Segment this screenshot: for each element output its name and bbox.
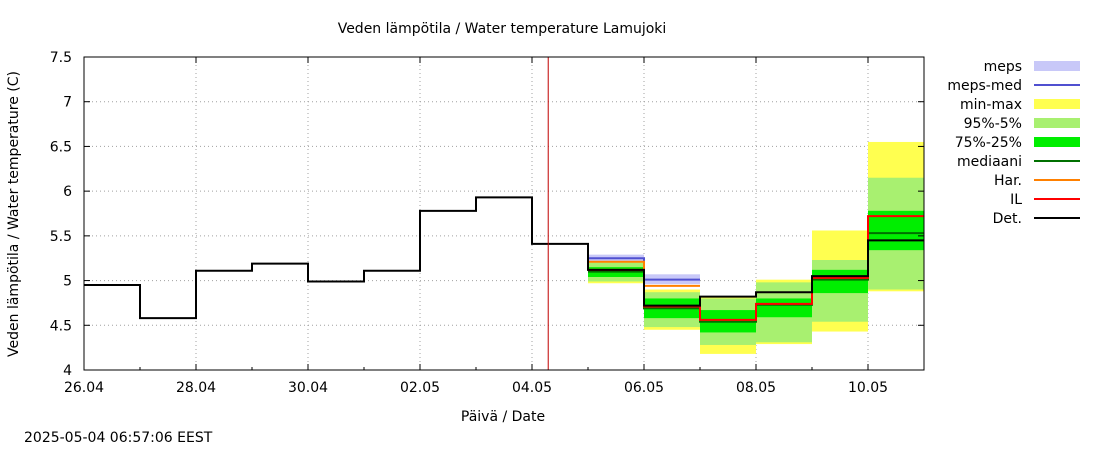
line-det: [84, 196, 924, 320]
x-tick-label: 10.05: [848, 380, 888, 396]
y-tick-label: 4: [63, 363, 72, 379]
x-tick-label: 04.05: [512, 380, 552, 396]
legend-label: Det.: [993, 211, 1022, 227]
legend-label: min-max: [960, 97, 1022, 113]
legend-label: meps: [984, 59, 1022, 75]
x-tick-label: 06.05: [624, 380, 664, 396]
legend-label: mediaani: [957, 154, 1022, 170]
y-axis-label: Veden lämpötila / Water temperature (C): [6, 71, 22, 357]
legend-label: 95%-5%: [964, 116, 1022, 132]
forecast-bands: [588, 141, 924, 354]
x-tick-label: 26.04: [64, 380, 104, 396]
legend: meps meps-med min-max 95%-5% 75%-25% mediaani…: [947, 59, 1080, 227]
plot-border: [83, 56, 925, 371]
band-75-25-: [812, 269, 868, 294]
series-lines: [84, 196, 924, 323]
x-tick-label: 30.04: [288, 380, 328, 396]
y-axis-ticks: 4 4.5 5 5.5 6 6.5 7 7.5: [50, 50, 924, 379]
x-tick-label: 28.04: [176, 380, 216, 396]
band-75-25-: [868, 210, 924, 251]
legend-label: IL: [1010, 192, 1022, 208]
legend-swatch: [1034, 118, 1080, 128]
x-tick-label: 08.05: [736, 380, 776, 396]
y-tick-label: 7.5: [50, 50, 72, 66]
x-tick-label: 02.05: [400, 380, 440, 396]
legend-label: 75%-25%: [955, 135, 1022, 151]
x-axis-ticks: 26.04 28.04 30.04 02.05 04.05 06.05 08.05 10.05: [64, 57, 888, 396]
y-tick-label: 7: [63, 95, 72, 111]
legend-swatch: [1034, 99, 1080, 109]
plot-frame: [83, 56, 925, 371]
y-tick-label: 4.5: [50, 318, 72, 334]
y-tick-label: 6.5: [50, 139, 72, 155]
legend-label: Har.: [994, 173, 1022, 189]
band-75-25-: [756, 298, 812, 318]
legend-swatch: [1034, 137, 1080, 147]
legend-label: meps-med: [947, 78, 1022, 94]
y-tick-label: 5.5: [50, 229, 72, 245]
x-axis-label: Päivä / Date: [461, 409, 545, 425]
chart-title: Veden lämpötila / Water temperature Lamu…: [338, 21, 667, 37]
y-tick-label: 5: [63, 274, 72, 290]
y-tick-label: 6: [63, 184, 72, 200]
timestamp: 2025-05-04 06:57:06 EEST: [24, 430, 213, 446]
legend-swatch: [1034, 61, 1080, 71]
